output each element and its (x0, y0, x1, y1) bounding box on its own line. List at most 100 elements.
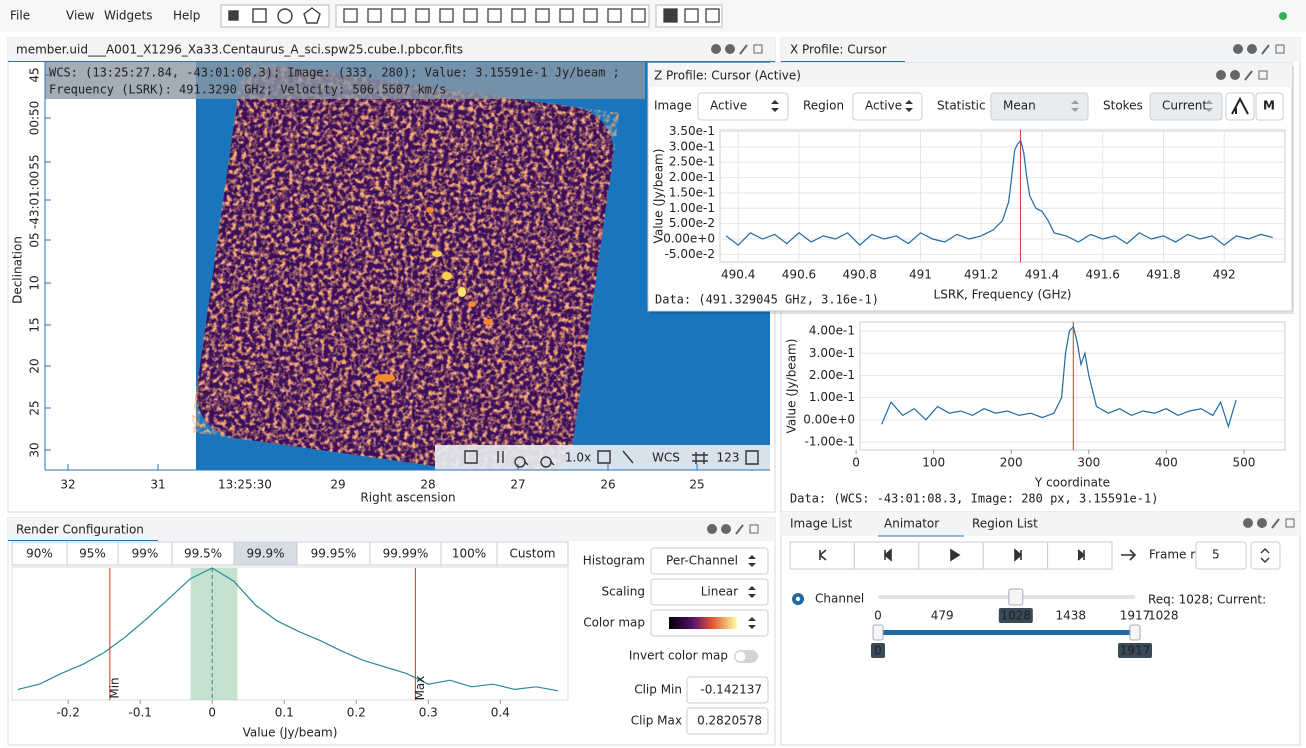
percentile-label[interactable]: 99.99% (383, 547, 429, 561)
select[interactable] (697, 92, 789, 121)
mode-button[interactable] (1255, 92, 1284, 121)
tool-icon[interactable] (415, 8, 430, 23)
anim-icon[interactable] (883, 548, 892, 562)
range-handle[interactable] (1129, 624, 1141, 641)
percentile-label[interactable]: 99.5% (184, 547, 222, 561)
input[interactable] (686, 707, 769, 735)
help-icon[interactable] (1247, 44, 1257, 54)
maximize-icon[interactable] (1285, 518, 1295, 528)
select[interactable] (990, 92, 1089, 121)
anim-icon[interactable] (950, 548, 961, 562)
tool-icon[interactable] (631, 8, 646, 23)
pin-icon[interactable] (1244, 70, 1253, 81)
tool-icon[interactable] (684, 8, 699, 23)
tool-icon[interactable] (535, 8, 550, 23)
tool-icon[interactable] (303, 7, 321, 24)
button-label[interactable]: M (1263, 99, 1275, 113)
settings-icon[interactable] (1243, 518, 1253, 528)
settings-icon[interactable] (707, 524, 717, 534)
input-value[interactable]: -0.142137 (700, 683, 762, 697)
select[interactable] (852, 92, 923, 121)
select-value[interactable]: Per-Channel (666, 554, 738, 568)
input[interactable] (686, 676, 769, 704)
tool-icon[interactable] (663, 8, 678, 23)
percentile-label[interactable]: 100% (452, 547, 486, 561)
maximize-icon[interactable] (749, 524, 759, 534)
image-tool-icon[interactable] (597, 450, 611, 464)
select[interactable] (650, 578, 769, 606)
menu-item[interactable]: Help (173, 9, 200, 23)
image-tool-icon[interactable] (745, 450, 759, 465)
toolbar-label[interactable]: WCS (652, 451, 680, 465)
percentile-label[interactable]: Custom (510, 547, 556, 561)
select-value[interactable]: Current (1162, 99, 1207, 113)
spinner-arrows[interactable] (1260, 548, 1270, 563)
toolbar-label[interactable]: 123 (717, 451, 740, 465)
percentile-button[interactable] (496, 541, 569, 566)
image-tool-icon[interactable] (497, 451, 504, 463)
select-value[interactable]: Linear (701, 585, 738, 599)
tool-icon[interactable] (463, 8, 478, 23)
tab-label[interactable]: Region List (972, 517, 1038, 531)
image-tool-icon[interactable] (692, 452, 708, 464)
select[interactable] (1149, 92, 1223, 121)
help-icon[interactable] (725, 44, 735, 54)
pin-icon[interactable] (1271, 518, 1280, 529)
menu-item[interactable]: Widgets (104, 9, 153, 23)
tool-icon[interactable] (367, 8, 382, 23)
anim-icon[interactable] (1077, 549, 1086, 561)
help-icon[interactable] (1230, 70, 1240, 80)
pin-icon[interactable] (1261, 44, 1270, 55)
tool-icon[interactable] (252, 8, 267, 23)
tool-icon[interactable] (559, 8, 574, 23)
image-tool-icon[interactable] (464, 450, 478, 464)
image-tool-icon[interactable] (622, 450, 634, 464)
tab-label[interactable]: Image List (790, 517, 853, 531)
select-value[interactable]: Mean (1003, 99, 1036, 113)
tool-icon[interactable] (487, 8, 502, 23)
pin-icon[interactable] (739, 44, 748, 55)
tool-icon[interactable] (277, 8, 293, 24)
maximize-icon[interactable] (1258, 70, 1268, 80)
toggle-knob[interactable] (735, 651, 746, 662)
settings-icon[interactable] (711, 44, 721, 54)
toolbar-label[interactable]: 1.0x (565, 451, 591, 465)
tool-icon[interactable] (343, 8, 358, 23)
select[interactable] (650, 547, 769, 575)
maximize-icon[interactable] (753, 44, 763, 54)
tool-icon[interactable] (705, 8, 720, 23)
range-handle[interactable] (872, 624, 884, 641)
tool-icon[interactable] (391, 8, 406, 23)
step-arrow[interactable] (1121, 549, 1137, 561)
pin-icon[interactable] (735, 524, 744, 535)
slider-handle[interactable] (1008, 588, 1024, 606)
help-icon[interactable] (1257, 518, 1267, 528)
help-icon[interactable] (721, 524, 731, 534)
tool-icon[interactable] (511, 8, 526, 23)
spinner[interactable] (1250, 541, 1281, 570)
frame-rate-value[interactable]: 5 (1212, 548, 1220, 562)
anim-icon[interactable] (819, 549, 827, 561)
image-tool-icon[interactable] (540, 456, 555, 468)
settings-icon[interactable] (1216, 70, 1226, 80)
tab-label[interactable]: Animator (884, 517, 939, 531)
input-value[interactable]: 0.2820578 (697, 714, 762, 728)
menu-item[interactable]: View (66, 9, 95, 23)
percentile-label[interactable]: 95% (79, 547, 106, 561)
percentile-label[interactable]: 90% (26, 547, 53, 561)
tool-icon[interactable] (607, 8, 622, 23)
menu-item[interactable]: File (10, 9, 30, 23)
tool-icon[interactable] (228, 10, 239, 21)
percentile-label[interactable]: 99.95% (311, 547, 357, 561)
select-value[interactable]: Active (710, 99, 747, 113)
anim-icon[interactable] (1014, 548, 1023, 562)
select-value[interactable]: Active (865, 99, 902, 113)
percentile-label[interactable]: 99.9% (246, 547, 284, 561)
input[interactable] (1195, 541, 1247, 570)
settings-icon[interactable] (1233, 44, 1243, 54)
maximize-icon[interactable] (1275, 44, 1285, 54)
percentile-label[interactable]: 99% (132, 547, 159, 561)
image-tool-icon[interactable] (514, 456, 529, 468)
tool-icon[interactable] (439, 8, 454, 23)
anim-button[interactable] (789, 541, 855, 570)
